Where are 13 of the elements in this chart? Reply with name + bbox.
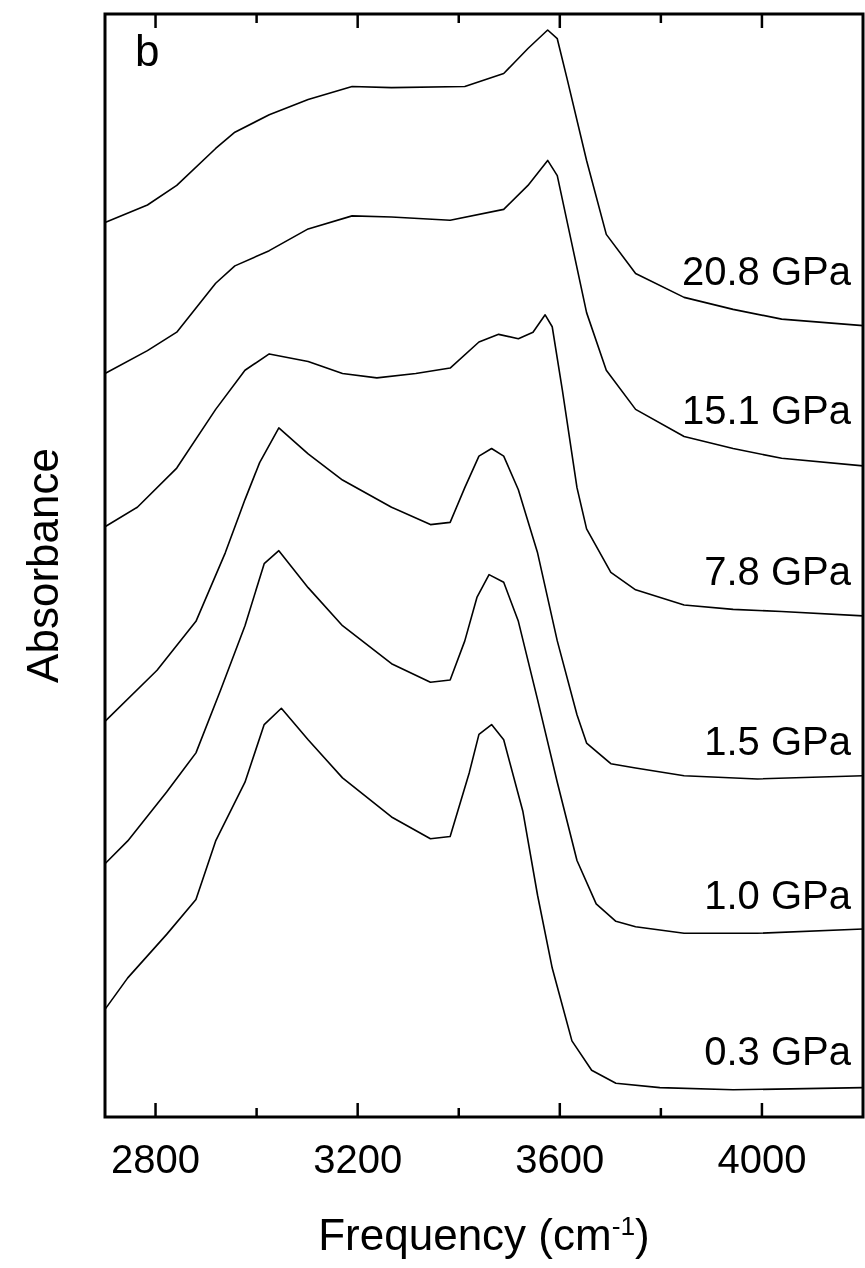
- series-label: 0.3 GPa: [704, 1029, 852, 1074]
- x-tick-label: 4000: [717, 1137, 807, 1181]
- y-axis-title: Absorbance: [18, 448, 67, 683]
- series-label: 20.8 GPa: [681, 248, 852, 293]
- x-axis-title: Frequency (cm$^{-1}$): [318, 1210, 650, 1259]
- series-label: 1.0 GPa: [704, 872, 852, 917]
- x-tick-label: 3600: [515, 1137, 605, 1181]
- series-label: 1.5 GPa: [704, 718, 852, 763]
- annotation: b: [135, 26, 160, 75]
- x-tick-label: 2800: [111, 1137, 201, 1181]
- series-label: 7.8 GPa: [704, 548, 852, 593]
- x-tick-label: 3200: [313, 1137, 403, 1181]
- series-label: 15.1 GPa: [681, 388, 852, 433]
